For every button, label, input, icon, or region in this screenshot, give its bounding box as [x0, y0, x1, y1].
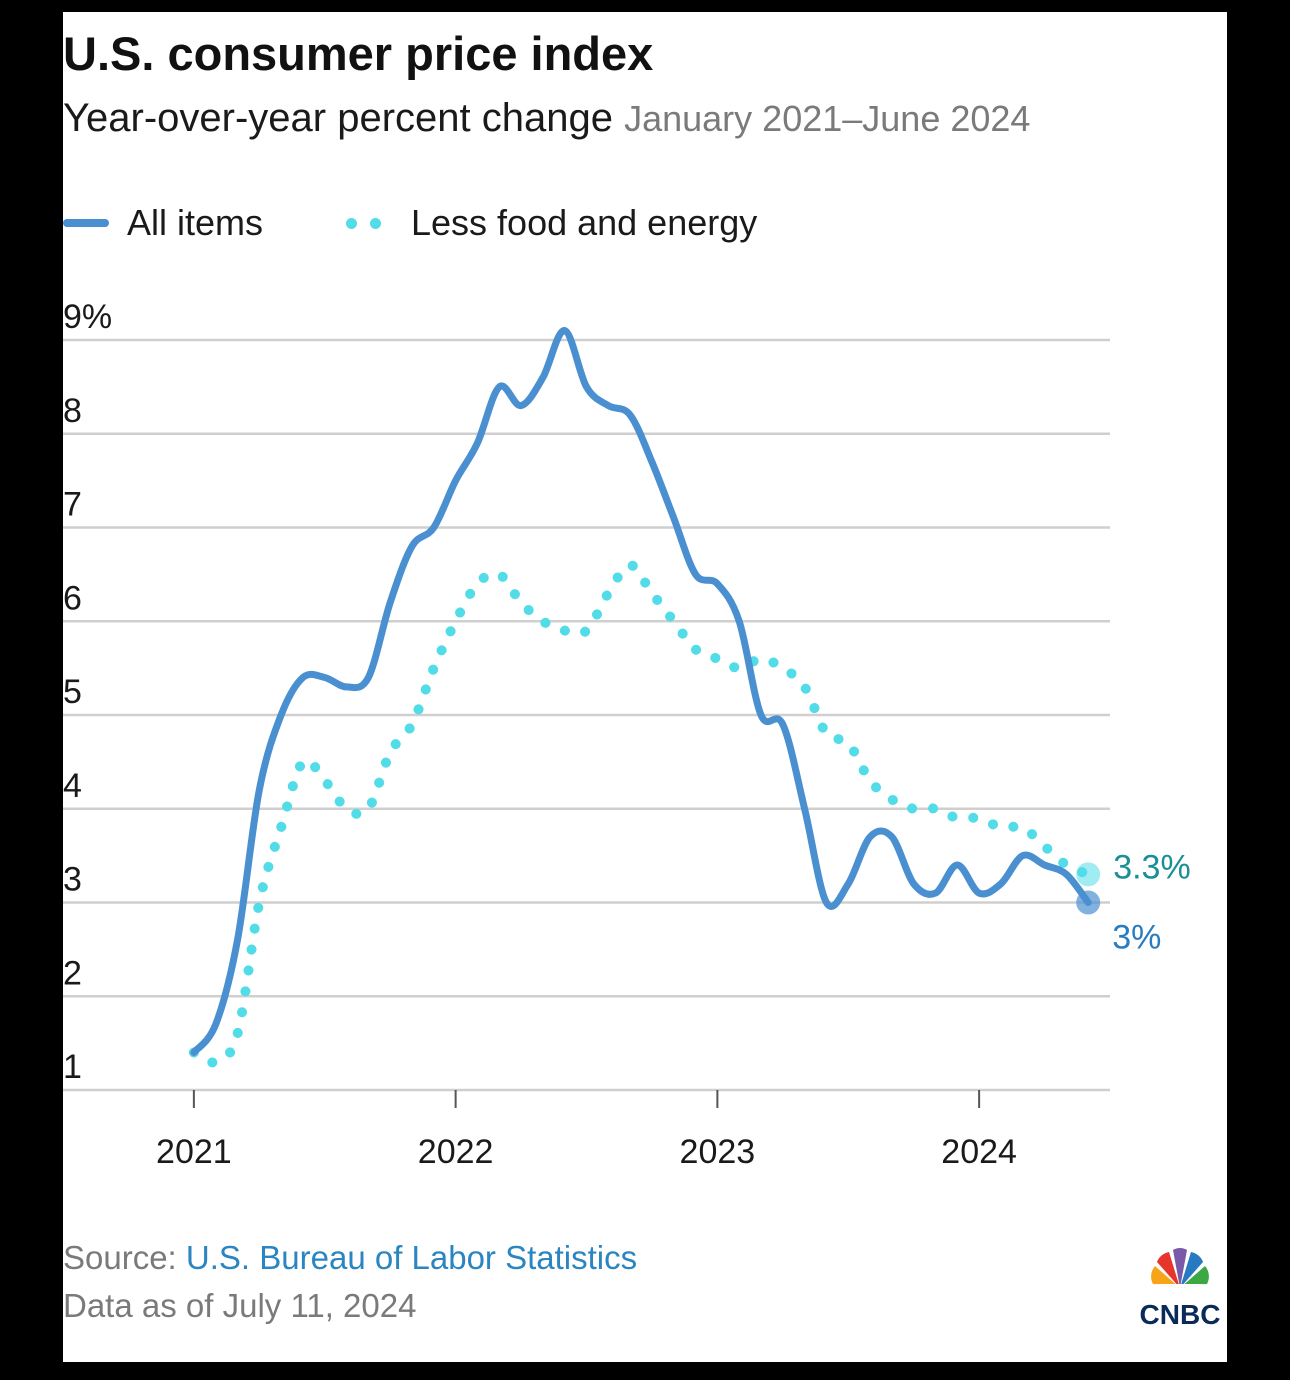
cnbc-logo: CNBC	[1140, 1248, 1221, 1330]
source-label: Source:	[63, 1239, 177, 1276]
chart-subtitle: Year-over-year percent change January 20…	[63, 96, 1030, 141]
subtitle-text: Year-over-year percent change	[63, 96, 613, 140]
end-label-less-food-and-energy: 3.3%	[1113, 848, 1191, 886]
x-axis-ticks: 2021 2022 2023 2024	[156, 1090, 1017, 1171]
x-tick-label: 2024	[941, 1133, 1017, 1171]
y-tick-label: 7	[63, 486, 82, 524]
grid-lines	[63, 338, 1110, 1092]
end-labels: 3.3% 3%	[1076, 848, 1191, 957]
y-tick-label: 6	[63, 579, 82, 617]
series-all-items	[190, 327, 1092, 1056]
line-chart: 1 2 3 4 5 6 7 8 9% 2021 2022 2023 2024 3.3% 3%	[63, 298, 1191, 1171]
legend-label-core: Less food and energy	[411, 202, 758, 243]
legend-item-core: Less food and energy	[346, 202, 757, 244]
y-tick-label: 8	[63, 392, 82, 430]
date-range: January 2021–June 2024	[624, 98, 1031, 139]
y-tick-label: 1	[63, 1048, 82, 1086]
x-tick-label: 2023	[680, 1133, 756, 1171]
legend-item-all-items: All items	[63, 202, 263, 244]
legend-label-all-items: All items	[127, 202, 264, 243]
x-tick-label: 2021	[156, 1133, 232, 1171]
y-tick-label: 3	[63, 861, 82, 899]
source-line: Source: U.S. Bureau of Labor Statistics	[63, 1239, 637, 1277]
y-axis-ticks: 1 2 3 4 5 6 7 8 9%	[63, 298, 112, 1086]
endpoint-all-items	[1076, 890, 1101, 915]
chart-card: U.S. consumer price index Year-over-year…	[63, 12, 1227, 1362]
end-label-all-items: 3%	[1112, 919, 1161, 957]
y-tick-label: 2	[63, 954, 82, 992]
legend-swatch-core	[346, 217, 381, 229]
series-less-food-and-energy	[188, 559, 1094, 1068]
source-link[interactable]: U.S. Bureau of Labor Statistics	[185, 1239, 638, 1276]
brand-text: CNBC	[1140, 1299, 1221, 1330]
y-tick-label: 4	[63, 767, 82, 805]
endpoint-less-food-and-energy	[1076, 862, 1101, 887]
data-as-of: Data as of July 11, 2024	[63, 1287, 417, 1324]
y-tick-label: 9%	[63, 298, 112, 336]
series	[188, 327, 1094, 1068]
y-tick-label: 5	[63, 673, 82, 711]
x-tick-label: 2022	[418, 1133, 494, 1171]
legend-swatch-all-items	[63, 219, 109, 227]
peacock-icon	[1151, 1248, 1209, 1288]
chart-title: U.S. consumer price index	[63, 27, 654, 80]
